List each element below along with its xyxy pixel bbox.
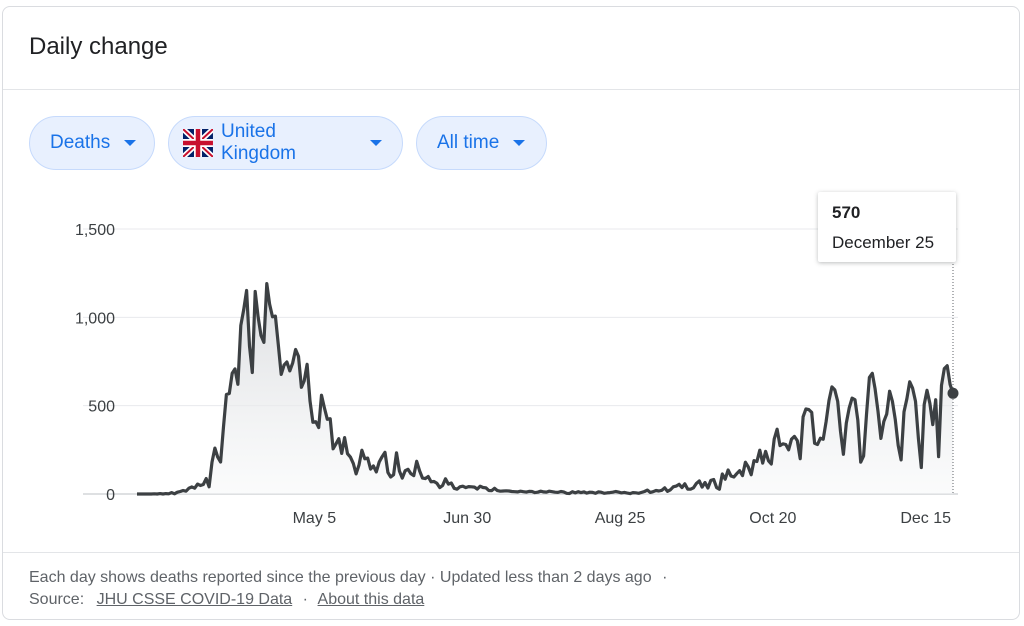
footer-separator: · <box>302 591 308 608</box>
tooltip-date: December 25 <box>832 233 935 252</box>
caret-down-icon <box>370 140 382 146</box>
tooltip-value: 570 <box>832 203 861 222</box>
x-tick-label: May 5 <box>293 510 337 527</box>
divider-top <box>3 89 1019 90</box>
caret-down-icon <box>124 140 137 146</box>
region-dropdown[interactable]: United Kingdom <box>168 116 403 170</box>
time-range-dropdown-label: All time <box>437 132 500 153</box>
divider-bottom <box>3 552 1019 553</box>
card-title: Daily change <box>29 33 168 60</box>
source-link[interactable]: JHU CSSE COVID-19 Data <box>96 591 293 608</box>
footer-separator: · <box>662 569 668 586</box>
source-label: Source: <box>29 591 85 608</box>
footer-line2: Source: JHU CSSE COVID-19 Data · About t… <box>29 589 673 611</box>
metric-dropdown[interactable]: Deaths <box>29 116 155 170</box>
daily-deaths-chart[interactable]: 0 500 1,000 1,500 May 5 Jun 30 Aug 25 Oct 20 Dec… <box>3 7 1020 552</box>
x-tick-label: Dec 15 <box>900 510 951 527</box>
caret-down-icon <box>513 140 526 146</box>
series-area <box>137 283 953 494</box>
x-tick-label: Oct 20 <box>749 510 796 527</box>
y-tick-label: 1,000 <box>75 310 115 327</box>
series-line <box>137 282 955 496</box>
time-range-dropdown[interactable]: All time <box>416 116 547 170</box>
footer-line1: Each day shows deaths reported since the… <box>29 567 673 589</box>
y-tick-label: 1,500 <box>75 222 115 239</box>
region-dropdown-label: United Kingdom <box>220 121 296 164</box>
y-tick-label: 500 <box>88 399 115 416</box>
x-tick-label: Jun 30 <box>443 510 491 527</box>
hover-point-marker <box>947 387 959 399</box>
x-tick-label: Aug 25 <box>595 510 646 527</box>
about-data-link[interactable]: About this data <box>317 591 425 608</box>
footer-description: Each day shows deaths reported since the… <box>29 569 652 586</box>
metric-dropdown-label: Deaths <box>50 132 111 153</box>
chart-tooltip: 570 December 25 <box>818 192 956 262</box>
footer: Each day shows deaths reported since the… <box>29 567 673 611</box>
y-tick-label: 0 <box>106 487 115 504</box>
uk-flag-icon <box>183 129 213 157</box>
daily-change-card: Daily change Deaths United Kingdom All t… <box>2 6 1020 620</box>
